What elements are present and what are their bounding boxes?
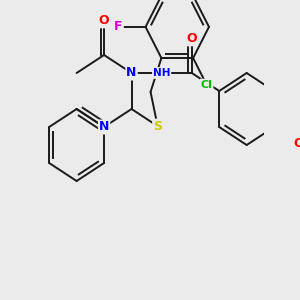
- Text: N: N: [99, 121, 109, 134]
- Text: S: S: [153, 120, 162, 133]
- Text: Cl: Cl: [201, 80, 212, 90]
- Text: N: N: [126, 67, 137, 80]
- Text: NH: NH: [153, 68, 170, 78]
- Text: F: F: [114, 20, 123, 33]
- Text: O: O: [187, 32, 197, 45]
- Text: O: O: [99, 14, 110, 27]
- Text: O: O: [293, 137, 300, 150]
